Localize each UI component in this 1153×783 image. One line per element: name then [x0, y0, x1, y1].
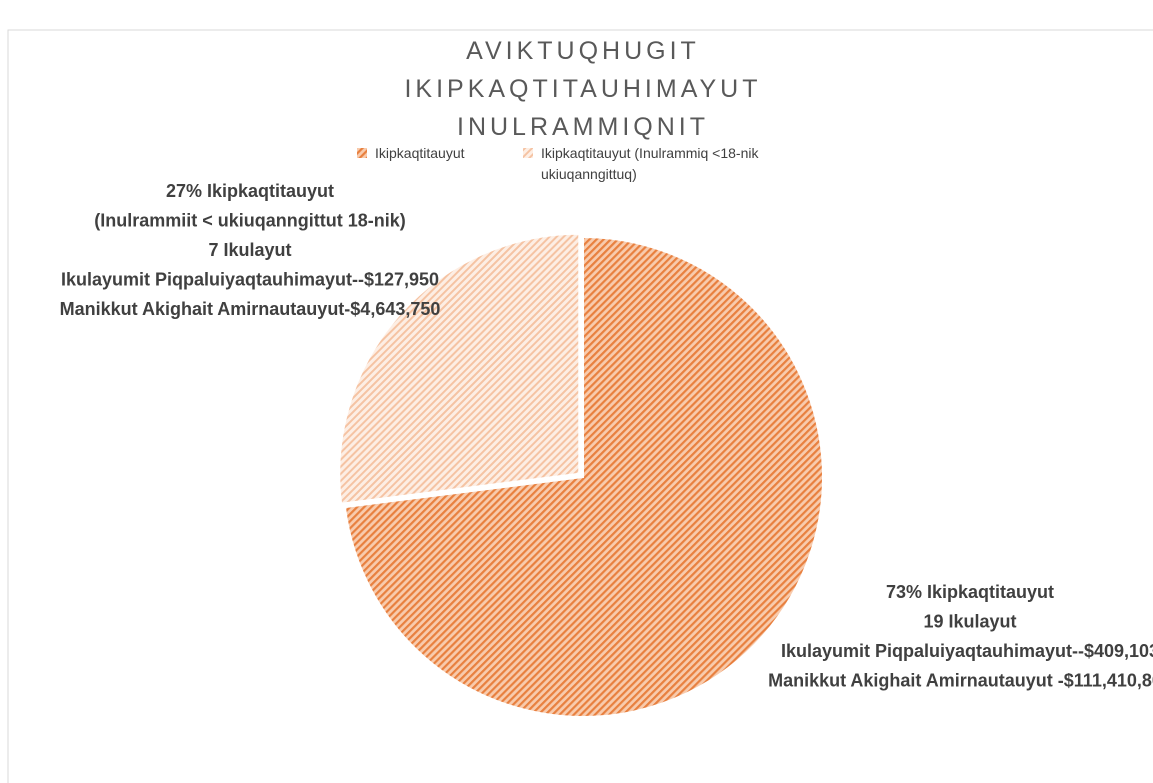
data-label-line: 7 Ikulayut [208, 240, 291, 260]
data-label-line: Manikkut Akighait Amirnautauyut -$111,41… [768, 671, 1153, 691]
legend-swatch [523, 148, 533, 158]
chart-border [7, 29, 1153, 783]
data-label-line: 19 Ikulayut [923, 612, 1016, 632]
pie-slice [338, 232, 581, 505]
data-label-value: 27% [166, 181, 202, 201]
data-label: 73% Ikipkaqtitauyut 19 Ikulayut Ikulayumit… [768, 582, 1153, 691]
data-label-line: Ikulayumit Piqpaluiyaqtauhimayut--$409,1… [781, 641, 1153, 661]
data-label-line: Ikipkaqtitauyut [927, 582, 1054, 602]
legend-swatch [357, 148, 367, 158]
data-label-value: 73% [886, 582, 922, 602]
data-label-line: Manikkut Akighait Amirnautauyut-$4,643,7… [60, 299, 441, 319]
data-label-line: (Inulrammiit < ukiuqanngittut 18-nik) [94, 211, 406, 231]
pie-slice [343, 235, 824, 718]
legend-label: Ikipkaqtitauyut [375, 145, 465, 161]
legend-label: Ikipkaqtitauyut (Inulrammiq <18-nik ukiu… [541, 145, 759, 182]
chart-title: AVIKTUQHUGIT IKIPKAQTITAUHIMAYUT INULRAM… [404, 37, 762, 141]
data-label: 27% Ikipkaqtitauyut (Inulrammiit < ukiuqa… [60, 181, 441, 319]
data-label-line: Ikipkaqtitauyut [207, 181, 334, 201]
data-label-line: Ikulayumit Piqpaluiyaqtauhimayut--$127,9… [61, 270, 439, 290]
